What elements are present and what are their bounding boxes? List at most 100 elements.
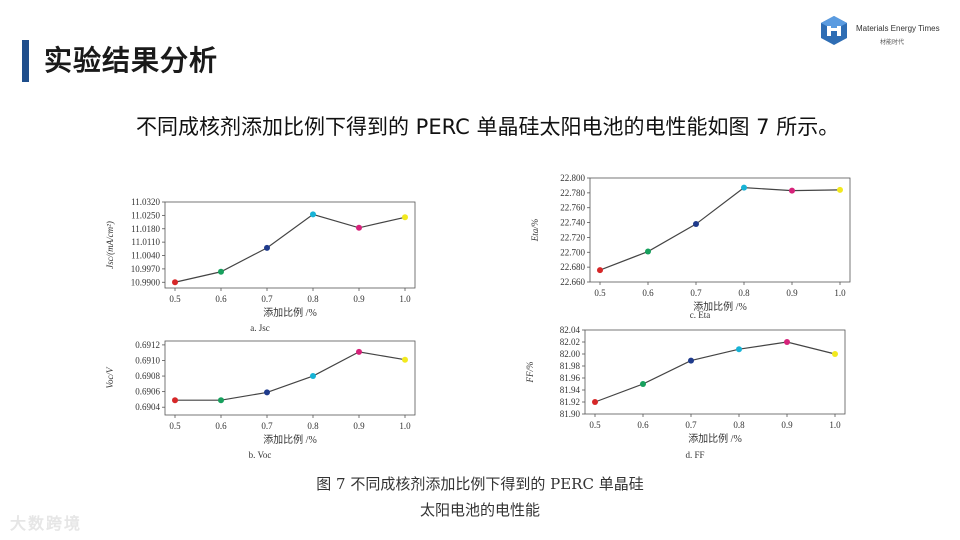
y-tick-label: 11.0110 [131,237,160,247]
y-tick-label: 81.92 [560,397,580,407]
y-axis-label: FF/% [525,362,535,384]
data-point [402,214,408,221]
y-tick-label: 0.6906 [135,387,160,397]
data-point [693,221,699,228]
x-tick-label: 0.7 [261,294,273,304]
series-line [174,213,406,283]
data-point [592,399,598,405]
x-axis-label: 添加比例 /% [688,432,742,445]
data-point [218,268,224,275]
chart-jsc-svg: 10.9900 10.9970 11.0040 11.0110 11.0180 11.02… [105,197,416,333]
chart-subcaption: c. Eta [690,310,711,320]
y-tick-label: 11.0250 [131,210,160,220]
plot-frame [589,177,851,283]
x-tick-label: 0.5 [169,421,181,431]
y-tick-label: 81.96 [560,373,581,383]
x-tick-label: 0.7 [261,421,273,431]
plot-frame [584,329,846,415]
y-tick-label: 11.0040 [131,251,160,261]
y-tick-label: 81.98 [560,361,581,371]
chart-eta-svg: 22.660 22.680 22.700 22.720 22.740 22.760 22.7… [530,173,851,320]
x-axis-label: 添加比例 /% [693,300,747,313]
y-tick-label: 0.6908 [135,371,160,381]
x-tick-label: 0.6 [215,294,227,304]
brand-subname: 材能时代 [880,40,905,46]
plot-frame [164,201,416,289]
y-tick-label: 22.780 [560,188,585,198]
x-tick-label: 0.5 [589,420,601,430]
page-title: 实验结果分析 [44,44,219,77]
y-tick-label: 81.94 [560,385,581,395]
figure-caption-line1: 图 7 不同成核剂添加比例下得到的 PERC 单晶硅 [316,475,644,493]
x-tick-label: 0.6 [215,421,227,431]
y-tick-label: 82.00 [560,349,581,359]
plot-frame [164,340,416,416]
x-tick-label: 1.0 [829,420,841,430]
chart-ff-svg: 81.90 81.92 81.94 81.96 81.98 82.00 82.02 82.04… [525,325,846,460]
y-tick-label: 10.9900 [131,277,161,287]
y-axis-label: Jsc/(mA/cm²) [105,221,115,269]
data-point [784,339,790,345]
data-point [789,187,795,194]
data-point [837,186,843,193]
y-tick-label: 82.02 [560,337,580,347]
brand-name: Materials Energy Times [856,24,940,33]
y-tick-label: 0.6912 [135,340,160,350]
y-tick-label: 0.6910 [135,355,160,365]
data-point [172,397,178,404]
chart-subcaption: a. Jsc [250,323,270,333]
data-point [741,184,747,191]
y-tick-label: 0.6904 [135,402,160,412]
data-point [218,397,224,404]
x-tick-label: 1.0 [399,421,411,431]
x-tick-label: 1.0 [399,294,411,304]
chart-ff: 81.90 81.92 81.94 81.96 81.98 82.00 82.02 82.04… [520,322,860,467]
y-tick-label: 22.760 [560,203,585,213]
chart-voc-svg: 0.6904 0.6906 0.6908 0.6910 0.6912 0.5 0.6 0.7 0… [105,340,416,460]
chart-subcaption: b. Voc [249,450,272,460]
chart-eta: 22.660 22.680 22.700 22.720 22.740 22.760 22.7… [520,170,860,325]
x-axis-label: 添加比例 /% [263,306,317,319]
y-tick-label: 10.9970 [131,264,161,274]
x-tick-label: 0.9 [353,421,365,431]
intro-paragraph: 不同成核剂添加比例下得到的 PERC 单晶硅太阳电池的电性能如图 7 所示。 [136,115,840,139]
x-tick-label: 0.6 [642,288,654,298]
x-tick-label: 1.0 [834,288,846,298]
chart-jsc: 10.9900 10.9970 11.0040 11.0110 11.0180 11.02… [100,188,430,338]
y-tick-label: 82.04 [560,325,581,335]
y-tick-label: 22.720 [560,232,585,242]
y-axis-label: Voc/V [105,366,115,388]
data-point [597,267,603,274]
data-point [356,224,362,231]
data-point [640,381,646,387]
data-point [688,357,694,364]
data-point [832,351,838,357]
title-accent-bar [22,40,29,82]
x-tick-label: 0.8 [307,294,319,304]
y-tick-label: 81.90 [560,409,581,419]
x-tick-label: 0.8 [307,421,319,431]
data-point [310,211,316,218]
x-tick-label: 0.5 [594,288,606,298]
data-point [402,356,408,363]
x-tick-label: 0.8 [738,288,750,298]
x-tick-label: 0.9 [353,294,365,304]
x-tick-label: 0.8 [733,420,745,430]
x-tick-label: 0.7 [685,420,697,430]
x-tick-label: 0.9 [781,420,793,430]
data-point [172,279,178,286]
watermark: 大数跨境 [10,516,83,533]
x-tick-label: 0.9 [786,288,798,298]
brand-logo-block: Materials Energy Times 材能时代 [818,14,948,50]
chart-subcaption: d. FF [685,450,704,460]
series-line [594,341,836,403]
y-tick-label: 11.0180 [131,224,160,234]
x-tick-label: 0.5 [169,294,181,304]
data-point [264,244,270,251]
y-tick-label: 22.740 [560,218,585,228]
figure-caption-line2: 太阳电池的电性能 [419,501,540,519]
data-point [310,373,316,380]
x-tick-label: 0.7 [690,288,702,298]
y-tick-label: 22.660 [560,277,585,287]
series-line [599,187,841,271]
